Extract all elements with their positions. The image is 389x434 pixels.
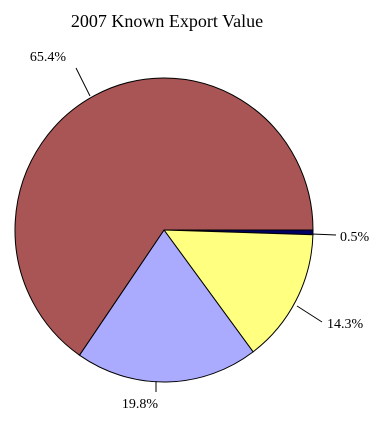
slice-label: 0.5% — [340, 230, 370, 245]
leader-line — [297, 306, 322, 322]
slice-label: 65.4% — [30, 50, 67, 65]
slice-label: 14.3% — [327, 317, 364, 332]
pie-slices — [15, 78, 313, 382]
chart-title: 2007 Known Export Value — [71, 11, 263, 31]
slice-label: 19.8% — [122, 397, 159, 412]
leader-line — [76, 68, 90, 96]
leader-line — [312, 234, 336, 235]
